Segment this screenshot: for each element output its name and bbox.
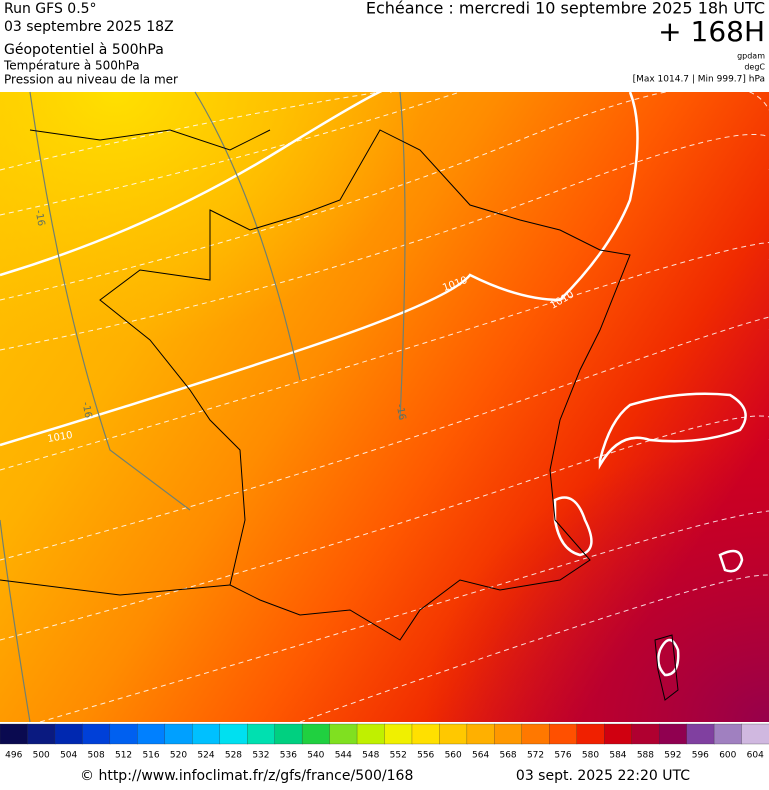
- scale-swatch: [356, 723, 386, 745]
- scale-swatch: [549, 723, 578, 745]
- scale-swatch: [741, 723, 769, 745]
- scale-label: 592: [664, 751, 681, 761]
- scale-label: 576: [554, 751, 571, 761]
- scale-swatch: [247, 723, 276, 745]
- scale-swatch: [54, 723, 84, 745]
- forecast-time: Echéance : mercredi 10 septembre 2025 18…: [366, 0, 765, 18]
- contour-label: -16: [80, 401, 94, 419]
- layer-label: Température à 500hPa: [3, 59, 140, 73]
- scale-swatch: [521, 723, 550, 745]
- scale-label: 524: [197, 751, 214, 761]
- lead-time: + 168H: [658, 15, 765, 48]
- unit-label: gpdam: [737, 52, 765, 61]
- scale-swatch: [439, 723, 468, 745]
- scale-label: 516: [142, 751, 159, 761]
- scale-swatch: [384, 723, 413, 745]
- scale-label: 600: [719, 751, 736, 761]
- scale-label: 496: [5, 751, 22, 761]
- scale-swatch: [109, 723, 138, 745]
- scale-label: 536: [280, 751, 297, 761]
- scale-label: 500: [33, 751, 50, 761]
- scale-swatch: [658, 723, 688, 745]
- scale-swatch: [494, 723, 523, 745]
- scale-swatch: [192, 723, 221, 745]
- scale-swatch: [713, 723, 743, 745]
- scale-label: 580: [582, 751, 599, 761]
- scale-swatch: [274, 723, 303, 745]
- run-title: Run GFS 0.5°: [4, 1, 97, 17]
- scale-label: 588: [637, 751, 654, 761]
- layer-label: Pression au niveau de la mer: [4, 73, 178, 87]
- scale-label: 532: [252, 751, 269, 761]
- scale-label: 512: [115, 751, 132, 761]
- unit-label: degC: [744, 63, 765, 72]
- scale-swatch: [576, 723, 605, 745]
- run-date: 03 septembre 2025 18Z: [4, 19, 174, 35]
- scale-label: 552: [390, 751, 407, 761]
- contour-label: -16: [394, 403, 408, 421]
- scale-label: 604: [747, 751, 764, 761]
- scale-swatch: [466, 723, 496, 745]
- scale-label: 564: [472, 751, 489, 761]
- scale-swatch: [27, 723, 56, 745]
- scale-label: 596: [692, 751, 709, 761]
- scale-label: 528: [225, 751, 242, 761]
- scale-swatch: [329, 723, 358, 745]
- scale-swatch: [411, 723, 441, 745]
- scale-label: 540: [307, 751, 324, 761]
- contour-label: -16: [33, 209, 47, 227]
- scale-label: 572: [527, 751, 544, 761]
- scale-swatch: [137, 723, 166, 745]
- map: [0, 85, 769, 723]
- scale-label: 544: [335, 751, 352, 761]
- scale-swatch: [301, 723, 331, 745]
- scale-swatch: [219, 723, 248, 745]
- generated-time: 03 sept. 2025 22:20 UTC: [516, 768, 690, 784]
- scale-swatch: [0, 723, 29, 745]
- scale-label: 520: [170, 751, 187, 761]
- scale-swatch: [164, 723, 193, 745]
- scale-label: 568: [499, 751, 516, 761]
- scale-label: 560: [445, 751, 462, 761]
- scale-label: 548: [362, 751, 379, 761]
- layer-label: Géopotentiel à 500hPa: [4, 42, 164, 58]
- scale-swatch: [631, 723, 660, 745]
- source-url: © http://www.infoclimat.fr/z/gfs/france/…: [80, 768, 413, 784]
- scale-swatch: [686, 723, 715, 745]
- contour-label: 1010: [47, 430, 74, 445]
- scale-swatch: [82, 723, 111, 745]
- scale-label: 508: [88, 751, 105, 761]
- scale-swatch: [604, 723, 633, 745]
- scale-label: 504: [60, 751, 77, 761]
- scale-label: 584: [609, 751, 626, 761]
- scale-label: 556: [417, 751, 434, 761]
- pressure-range: [Max 1014.7 | Min 999.7] hPa: [633, 75, 765, 85]
